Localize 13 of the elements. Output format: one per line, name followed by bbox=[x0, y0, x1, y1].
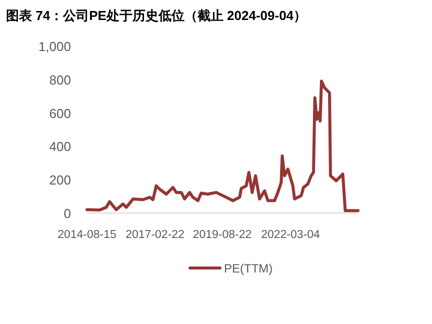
y-tick-label: 800 bbox=[49, 72, 71, 88]
y-tick-label: 200 bbox=[49, 172, 71, 188]
y-tick-label: 0 bbox=[64, 206, 71, 221]
y-tick-label: 1,000 bbox=[38, 39, 71, 54]
legend-label: PE(TTM) bbox=[224, 262, 273, 276]
y-tick-label: 400 bbox=[49, 139, 71, 154]
x-tick-label: 2019-08-22 bbox=[192, 229, 252, 241]
x-tick-label: 2022-03-04 bbox=[261, 229, 321, 241]
x-tick-label: 2014-08-15 bbox=[58, 229, 116, 241]
line-series bbox=[86, 80, 360, 212]
y-tick-label: 600 bbox=[49, 106, 71, 121]
chart-title: 图表 74：公司PE处于历史低位（截止 2024-09-04） bbox=[6, 8, 307, 23]
x-tick-label: 2017-02-22 bbox=[126, 229, 184, 241]
